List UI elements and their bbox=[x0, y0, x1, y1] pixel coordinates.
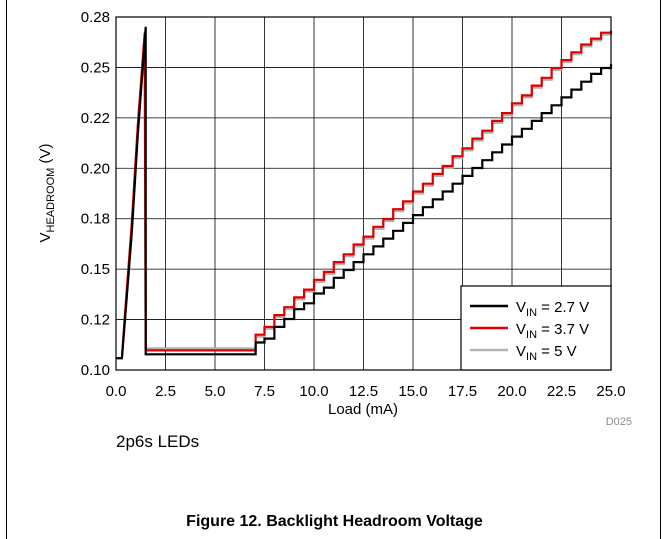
legend-entry: VIN = 3.7 V bbox=[516, 321, 589, 341]
y-tick-label: 0.10 bbox=[81, 362, 110, 379]
plot-border bbox=[115, 16, 612, 371]
chart: 0.0 2.5 5.0 7.5 10.0 12.5 15.0 17.5 20.0 22.5 25.0… bbox=[37, 9, 632, 428]
grid bbox=[116, 17, 611, 370]
series-layer bbox=[116, 26, 613, 360]
chart-note: 2p6s LEDs bbox=[116, 432, 200, 451]
legend-entry: VIN = 5 V bbox=[516, 343, 577, 363]
page-frame-left bbox=[6, 0, 7, 539]
figure-caption: Figure 12. Backlight Headroom Voltage bbox=[186, 513, 483, 530]
x-tick-label: 20.0 bbox=[497, 383, 526, 400]
x-tick-labels: 0.0 2.5 5.0 7.5 10.0 12.5 15.0 17.5 20.0 22.5 25.0 bbox=[106, 383, 626, 400]
x-tick-label: 2.5 bbox=[155, 383, 176, 400]
x-tick-label: 17.5 bbox=[448, 383, 477, 400]
y-tick-label: 0.12 bbox=[81, 312, 110, 329]
y-tick-labels: 0.10 0.12 0.15 0.18 0.20 0.22 0.25 0.28 bbox=[81, 9, 110, 379]
x-tick-label: 7.5 bbox=[254, 383, 275, 400]
y-axis-label: VHEADROOM (V) bbox=[37, 144, 57, 243]
series-line bbox=[116, 26, 613, 360]
series-line bbox=[116, 30, 613, 360]
x-tick-label: 15.0 bbox=[398, 383, 427, 400]
figure-code: D025 bbox=[606, 416, 632, 428]
x-axis-label: Load (mA) bbox=[328, 401, 398, 418]
x-tick-label: 0.0 bbox=[106, 383, 127, 400]
y-tick-label: 0.25 bbox=[81, 59, 110, 76]
y-tick-label: 0.18 bbox=[81, 211, 110, 228]
x-tick-label: 10.0 bbox=[299, 383, 328, 400]
y-tick-label: 0.22 bbox=[81, 110, 110, 127]
x-tick-label: 25.0 bbox=[596, 383, 625, 400]
legend-entry: VIN = 2.7 V bbox=[516, 299, 589, 319]
x-tick-label: 22.5 bbox=[547, 383, 576, 400]
x-tick-label: 12.5 bbox=[349, 383, 378, 400]
page-frame-right bbox=[660, 0, 661, 539]
y-tick-label: 0.15 bbox=[81, 261, 110, 278]
y-tick-label: 0.20 bbox=[81, 160, 110, 177]
x-tick-label: 5.0 bbox=[205, 383, 226, 400]
y-tick-label: 0.28 bbox=[81, 9, 110, 26]
